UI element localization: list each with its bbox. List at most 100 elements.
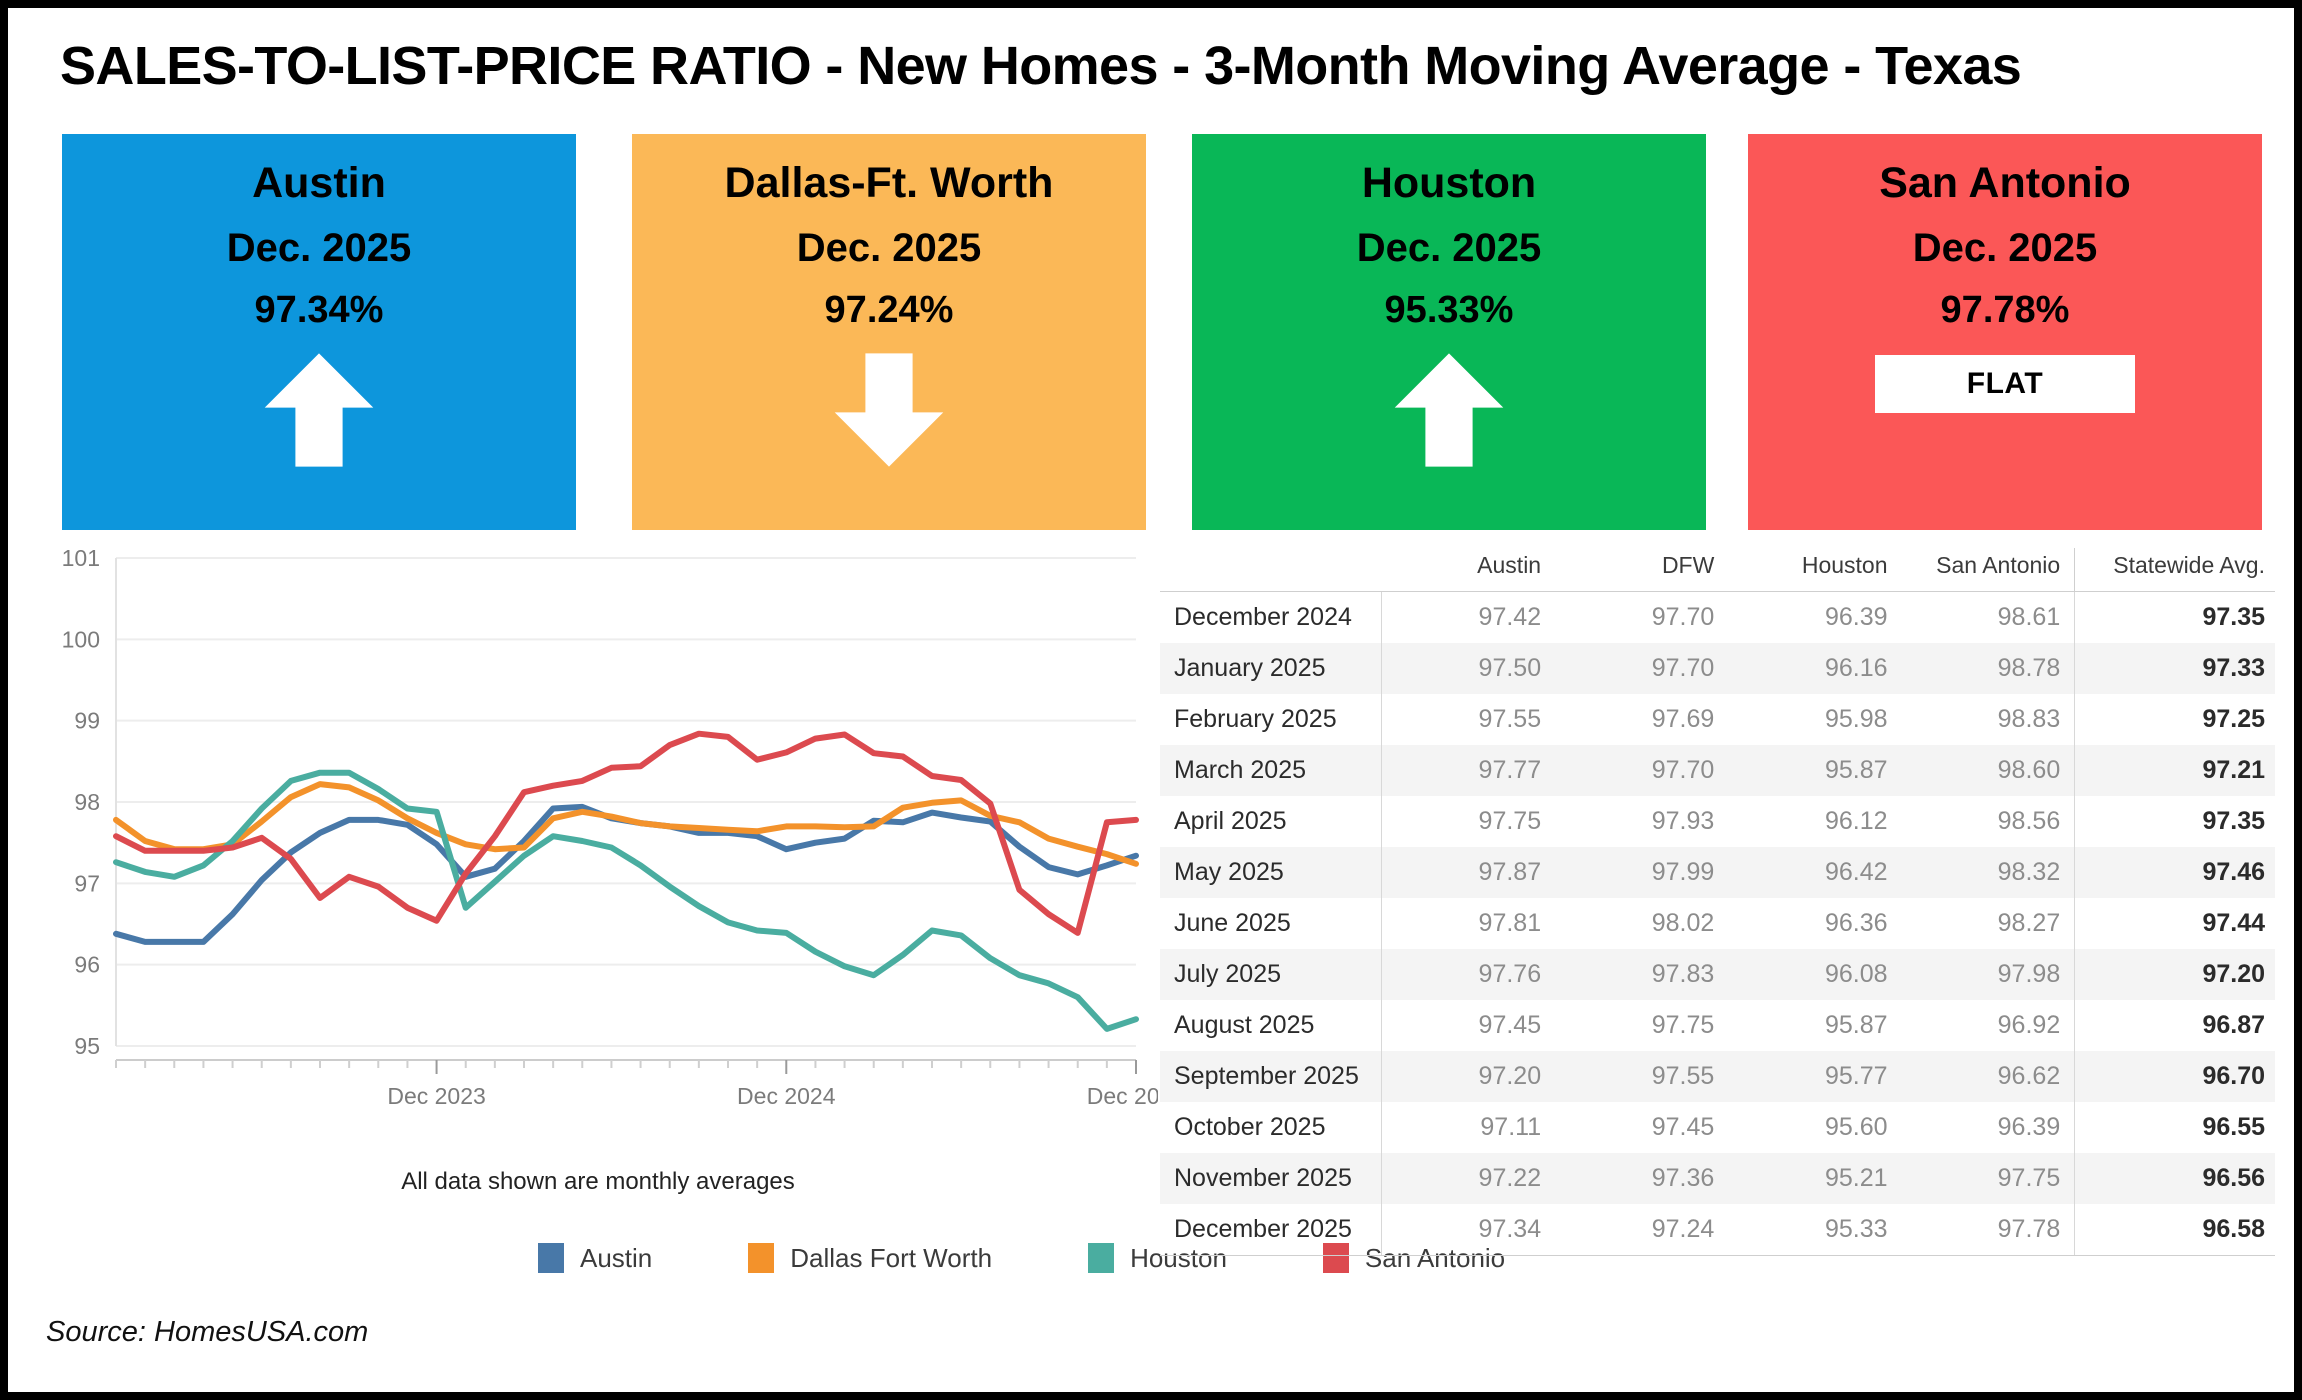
- cell-dfw: 97.70: [1651, 603, 1715, 631]
- cell-statewide: 97.21: [2074, 745, 2275, 796]
- arrow-down-icon: [632, 351, 1146, 469]
- x-axis-tick-label: Dec 2025: [1087, 1083, 1158, 1109]
- cell-san-antonio: 98.32: [1901, 847, 2075, 898]
- card-city-name: Austin: [252, 159, 386, 207]
- cell-statewide: 96.70: [2074, 1051, 2275, 1102]
- table-row: May 2025 97.87 97.99 96.42 98.32 97.46: [1160, 847, 2275, 898]
- table-row: December 2025 97.34 97.24 95.33 97.78 96.58: [1160, 1204, 2275, 1256]
- data-table: Austin DFW Houston San Antonio Statewide Avg…: [1160, 548, 2275, 1256]
- cell-month: December 2024: [1160, 591, 1383, 643]
- cell-austin: 97.34: [1381, 1204, 1556, 1256]
- cell-statewide: 97.35: [2074, 796, 2275, 847]
- cell-dfw: 97.70: [1555, 643, 1729, 694]
- cell-month: December 2025: [1160, 1204, 1383, 1256]
- cell-houston: 96.12: [1824, 807, 1888, 835]
- cell-month: September 2025: [1160, 1051, 1383, 1102]
- column-header: Houston: [1728, 548, 1902, 592]
- source-attribution: Source: HomesUSA.com: [46, 1316, 369, 1348]
- table-row: January 2025 97.50 97.70 96.16 98.78 97.33: [1160, 643, 2275, 694]
- cell-san-antonio: 96.39: [1997, 1113, 2061, 1141]
- table-row: October 2025 97.11 97.45 95.60 96.39 96.55: [1160, 1102, 2275, 1153]
- infographic-frame: SALES-TO-LIST-PRICE RATIO - New Homes - …: [8, 8, 2294, 1392]
- cell-month: August 2025: [1160, 1000, 1383, 1051]
- cell-houston: 95.60: [1824, 1113, 1888, 1141]
- cell-san-antonio: 98.83: [1997, 705, 2061, 733]
- cell-month: October 2025: [1160, 1102, 1383, 1153]
- table-row: June 2025 97.81 98.02 96.36 98.27 97.44: [1160, 898, 2275, 949]
- cell-austin: 97.55: [1478, 705, 1542, 733]
- legend-item[interactable]: Dallas Fort Worth: [748, 1243, 992, 1274]
- y-axis-tick-label: 98: [74, 789, 100, 815]
- cell-austin: 97.87: [1381, 847, 1556, 898]
- cell-san-antonio: 98.27: [1997, 909, 2061, 937]
- cell-statewide: 97.35: [2074, 591, 2275, 643]
- card-value: 97.78%: [1940, 288, 2070, 331]
- cell-dfw: 97.83: [1555, 949, 1729, 1000]
- legend-item[interactable]: Austin: [538, 1243, 652, 1274]
- cell-dfw: 97.45: [1651, 1113, 1715, 1141]
- column-header: DFW: [1555, 548, 1729, 592]
- cell-month: March 2025: [1160, 745, 1383, 796]
- cell-month: June 2025: [1160, 898, 1383, 949]
- cell-san-antonio: 98.60: [1901, 745, 2075, 796]
- cell-houston: 96.16: [1728, 643, 1902, 694]
- cell-statewide: 96.58: [2074, 1204, 2275, 1256]
- cell-dfw: 97.24: [1555, 1204, 1729, 1256]
- cell-dfw: 97.93: [1651, 807, 1715, 835]
- cell-austin: 97.20: [1381, 1051, 1556, 1102]
- series-line-san-antonio: [113, 730, 1139, 936]
- cell-statewide: 97.20: [2074, 949, 2275, 1000]
- cell-month: November 2025: [1160, 1153, 1383, 1204]
- y-axis-tick-label: 99: [74, 708, 100, 734]
- x-axis-tick-label: Dec 2023: [387, 1083, 485, 1109]
- cell-houston: 96.42: [1728, 847, 1902, 898]
- legend-swatch-icon: [538, 1243, 564, 1273]
- cell-austin: 97.75: [1478, 807, 1542, 835]
- cell-austin: 97.11: [1480, 1113, 1542, 1141]
- table-row: August 2025 97.45 97.75 95.87 96.92 96.87: [1160, 1000, 2275, 1051]
- cell-austin: 97.81: [1478, 909, 1542, 937]
- cell-statewide: 96.87: [2074, 1000, 2275, 1051]
- data-table-container: Austin DFW Houston San Antonio Statewide Avg…: [1160, 548, 2275, 1256]
- column-header: [1160, 548, 1382, 592]
- table-row: March 2025 97.77 97.70 95.87 98.60 97.21: [1160, 745, 2275, 796]
- y-axis-tick-label: 97: [74, 870, 100, 896]
- card-date: Dec. 2025: [796, 225, 982, 270]
- card-date: Dec. 2025: [1912, 225, 2098, 270]
- table-header: Austin DFW Houston San Antonio Statewide Avg…: [1160, 548, 2275, 592]
- card-value: 95.33%: [1384, 288, 1514, 331]
- cell-san-antonio: 96.62: [1901, 1051, 2075, 1102]
- cell-statewide: 97.33: [2074, 643, 2275, 694]
- cell-houston: 95.98: [1824, 705, 1888, 733]
- cell-houston: 95.77: [1728, 1051, 1902, 1102]
- cell-statewide: 97.25: [2074, 694, 2275, 745]
- cell-dfw: 97.70: [1555, 745, 1729, 796]
- cell-dfw: 98.02: [1651, 909, 1715, 937]
- card-value: 97.34%: [254, 288, 384, 331]
- city-card-austin: Austin Dec. 2025 97.34%: [62, 134, 576, 530]
- cell-houston: 95.87: [1728, 745, 1902, 796]
- cell-san-antonio: 97.75: [1901, 1153, 2075, 1204]
- cell-houston: 96.36: [1824, 909, 1888, 937]
- y-axis-tick-label: 96: [74, 952, 100, 978]
- table-row: November 2025 97.22 97.36 95.21 97.75 96.56: [1160, 1153, 2275, 1204]
- table-header-row: Austin DFW Houston San Antonio Statewide Avg…: [1160, 548, 2275, 592]
- cell-dfw: 97.69: [1651, 705, 1715, 733]
- flat-badge: FLAT: [1875, 355, 2135, 414]
- cell-san-antonio: 98.56: [1997, 807, 2061, 835]
- series-line-austin: [113, 803, 1139, 945]
- cell-dfw: 97.55: [1555, 1051, 1729, 1102]
- cell-austin: 97.22: [1381, 1153, 1556, 1204]
- city-card-houston: Houston Dec. 2025 95.33%: [1192, 134, 1706, 530]
- city-card-san-antonio: San Antonio Dec. 2025 97.78% FLAT: [1748, 134, 2262, 530]
- legend-label: Austin: [580, 1242, 653, 1273]
- cell-houston: 95.33: [1728, 1204, 1902, 1256]
- cell-dfw: 97.36: [1555, 1153, 1729, 1204]
- cell-statewide: 96.56: [2074, 1153, 2275, 1204]
- legend-swatch-icon: [748, 1243, 775, 1273]
- cell-houston: 95.87: [1824, 1011, 1888, 1039]
- chart-note: All data shown are monthly averages: [401, 1168, 795, 1195]
- cell-austin: 97.77: [1381, 745, 1556, 796]
- chart-svg: 95 96 97 98 99 100 101 Dec 2023 Dec 2024 Dec 2025: [62, 545, 1158, 1109]
- card-city-name: Dallas-Ft. Worth: [724, 159, 1054, 207]
